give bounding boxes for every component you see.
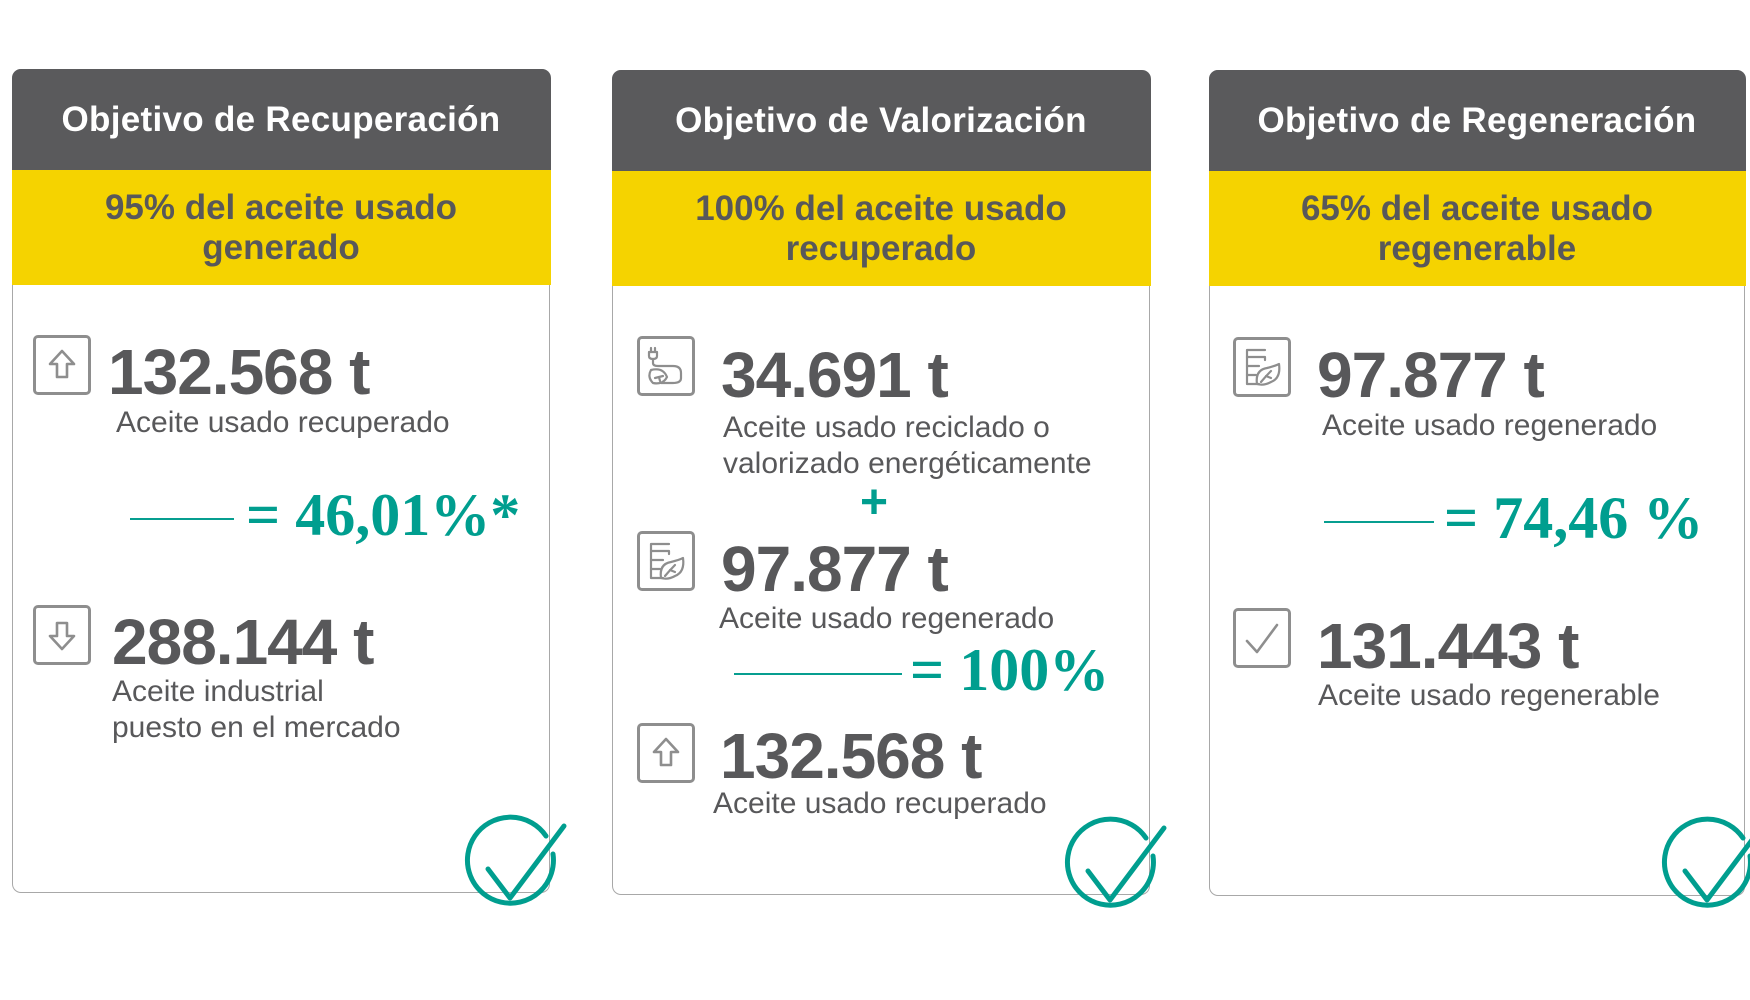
arrow-down-icon: [33, 605, 91, 665]
denominator-label-2: puesto en el mercado: [112, 711, 401, 744]
card-title: Objetivo de Valorización: [611, 69, 1151, 172]
result-percentage: = 74,46 %: [1444, 485, 1704, 551]
goal-line-2: generado: [202, 227, 360, 267]
check-circle-icon: [464, 814, 567, 906]
checkbox-icon: [1233, 608, 1291, 668]
check-circle-icon: [1661, 816, 1750, 908]
term2-value: 97.877 t: [721, 533, 949, 605]
result-percentage: = 100%: [910, 637, 1110, 703]
fraction-line: [1324, 521, 1434, 523]
goal-line-1: 100% del aceite usado: [695, 188, 1067, 228]
goal-banner: 100% del aceite usado recuperado: [611, 171, 1151, 286]
result-percentage: = 46,01%*: [246, 482, 521, 548]
denominator-label: Aceite usado regenerable: [1318, 679, 1660, 712]
arrow-up-icon: [33, 335, 91, 395]
plus-operator: +: [860, 476, 889, 529]
fraction-line: [734, 673, 902, 675]
card-regeneracion: Objetivo de Regeneración 65% del aceite …: [1208, 69, 1746, 896]
card-title-text: Objetivo de Regeneración: [1257, 100, 1697, 140]
numerator-label: Aceite usado recuperado: [116, 406, 450, 439]
goal-line-2: regenerable: [1377, 228, 1577, 268]
numerator-value: 132.568 t: [108, 336, 370, 408]
numerator-value: 97.877 t: [1317, 339, 1545, 411]
denominator-value: 132.568 t: [720, 720, 982, 792]
card-valorizacion: Objetivo de Valorización 100% del aceite…: [611, 69, 1151, 895]
denominator-label: Aceite usado recuperado: [713, 787, 1047, 820]
card-title: Objetivo de Recuperación: [11, 68, 551, 171]
denominator-value: 131.443 t: [1317, 610, 1579, 682]
barrel-leaf-icon: [637, 531, 695, 591]
card-title-text: Objetivo de Recuperación: [61, 99, 501, 139]
fraction-line: [130, 518, 234, 520]
goal-banner: 65% del aceite usado regenerable: [1208, 171, 1746, 286]
term1-value: 34.691 t: [721, 339, 949, 411]
check-circle-icon: [1064, 816, 1167, 908]
term1-label-2: valorizado energéticamente: [723, 447, 1092, 480]
denominator-value: 288.144 t: [112, 606, 374, 678]
plug-leaf-icon: [637, 336, 695, 396]
arrow-up-icon: [637, 723, 695, 783]
denominator-label-1: Aceite industrial: [112, 675, 324, 708]
numerator-label: Aceite usado regenerado: [1322, 409, 1658, 442]
goal-banner: 95% del aceite usado generado: [11, 170, 551, 285]
term2-label: Aceite usado regenerado: [719, 602, 1055, 635]
card-title-text: Objetivo de Valorización: [675, 100, 1087, 140]
barrel-leaf-icon: [1233, 337, 1291, 397]
goal-line-1: 95% del aceite usado: [104, 187, 458, 227]
goal-line-2: recuperado: [785, 228, 977, 268]
card-recuperacion: Objetivo de Recuperación 95% del aceite …: [11, 68, 551, 893]
goal-line-1: 65% del aceite usado: [1300, 188, 1654, 228]
term1-label-1: Aceite usado reciclado o: [723, 411, 1050, 444]
card-title: Objetivo de Regeneración: [1208, 69, 1746, 172]
